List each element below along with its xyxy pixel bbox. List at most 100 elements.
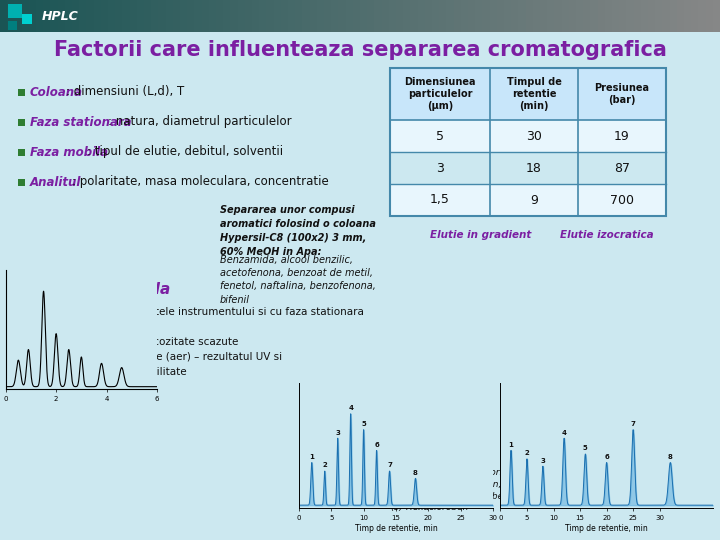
- Bar: [238, 0, 246, 32]
- Bar: [281, 0, 289, 32]
- Text: 9: 9: [530, 193, 538, 206]
- X-axis label: Timp de retentie, min: Timp de retentie, min: [355, 524, 437, 533]
- Bar: [130, 0, 138, 32]
- Bar: [390, 68, 666, 120]
- Bar: [8, 21, 17, 30]
- Bar: [389, 0, 397, 32]
- Bar: [439, 0, 447, 32]
- Bar: [288, 0, 296, 32]
- Bar: [180, 0, 188, 32]
- Bar: [230, 0, 238, 32]
- Bar: [173, 0, 181, 32]
- Bar: [367, 0, 375, 32]
- Bar: [29, 0, 37, 32]
- Text: 6: 6: [374, 442, 379, 448]
- Text: 2: 2: [323, 462, 327, 468]
- Bar: [390, 152, 666, 184]
- Bar: [590, 0, 598, 32]
- Bar: [94, 0, 102, 32]
- Bar: [144, 0, 152, 32]
- Text: HPLC: HPLC: [42, 10, 78, 23]
- Text: 1,5: 1,5: [430, 193, 450, 206]
- Bar: [403, 0, 411, 32]
- Text: 8: 8: [413, 470, 418, 476]
- Text: Faza mobila: Faza mobila: [69, 282, 171, 298]
- Bar: [533, 0, 541, 32]
- Text: 8: 8: [668, 454, 672, 460]
- Text: 7: 7: [631, 421, 636, 427]
- Bar: [18, 179, 25, 186]
- Bar: [245, 0, 253, 32]
- Bar: [101, 0, 109, 32]
- Bar: [713, 0, 720, 32]
- Text: : tipul de elutie, debitul, solventii: : tipul de elutie, debitul, solventii: [87, 145, 284, 159]
- Bar: [454, 0, 462, 32]
- Bar: [166, 0, 174, 32]
- Text: Coloana: Coloana: [30, 85, 83, 98]
- Bar: [576, 0, 584, 32]
- Bar: [259, 0, 267, 32]
- Bar: [310, 0, 318, 32]
- Text: 6: 6: [604, 454, 609, 460]
- Bar: [374, 0, 382, 32]
- Bar: [22, 14, 32, 24]
- Bar: [547, 0, 555, 32]
- Text: •   puritate avansata: • puritate avansata: [20, 322, 128, 332]
- Bar: [670, 0, 678, 32]
- Bar: [8, 4, 22, 18]
- Text: 19: 19: [614, 130, 630, 143]
- Bar: [569, 0, 577, 32]
- Bar: [223, 0, 231, 32]
- Bar: [22, 0, 30, 32]
- Text: 18: 18: [526, 161, 542, 174]
- Text: 30: 30: [526, 130, 542, 143]
- Bar: [360, 0, 368, 32]
- Text: : dimensiuni (L,d), T: : dimensiuni (L,d), T: [66, 85, 184, 98]
- Bar: [504, 0, 512, 32]
- Bar: [526, 0, 534, 32]
- Text: Presiunea
(bar): Presiunea (bar): [595, 83, 649, 105]
- Bar: [14, 0, 22, 32]
- Bar: [202, 0, 210, 32]
- Text: 7: 7: [387, 462, 392, 468]
- Text: 1: 1: [310, 454, 314, 460]
- Text: Faza stationara: Faza stationara: [30, 116, 132, 129]
- Bar: [274, 0, 282, 32]
- Bar: [562, 0, 570, 32]
- Text: probleme de compresibilitate: probleme de compresibilitate: [20, 367, 186, 377]
- Text: Factorii care influenteaza separarea cromatografica: Factorii care influenteaza separarea cro…: [53, 40, 667, 60]
- Text: •   compatibila cu elementele instrumentului si cu faza stationara: • compatibila cu elementele instrumentul…: [20, 307, 364, 317]
- Bar: [58, 0, 66, 32]
- Text: 5: 5: [361, 421, 366, 427]
- Text: 3: 3: [436, 161, 444, 174]
- Bar: [612, 0, 620, 32]
- Text: Separarea unor compusi
aromatici folosind o coloana
Hypersil-C8 (100x2) 3 mm,
60: Separarea unor compusi aromatici folosin…: [220, 205, 376, 257]
- Bar: [187, 0, 195, 32]
- Bar: [432, 0, 440, 32]
- Bar: [331, 0, 339, 32]
- Bar: [490, 0, 498, 32]
- Bar: [461, 0, 469, 32]
- Bar: [655, 0, 663, 32]
- Bar: [598, 0, 606, 32]
- Bar: [86, 0, 94, 32]
- Bar: [209, 0, 217, 32]
- Bar: [396, 0, 404, 32]
- Bar: [475, 0, 483, 32]
- Bar: [324, 0, 332, 32]
- Text: : natura, diametrul particulelor: : natura, diametrul particulelor: [108, 116, 292, 129]
- Bar: [583, 0, 591, 32]
- Text: Faza mobila: Faza mobila: [30, 145, 108, 159]
- Bar: [425, 0, 433, 32]
- Bar: [72, 0, 80, 32]
- Bar: [353, 0, 361, 32]
- Bar: [137, 0, 145, 32]
- Bar: [7, 0, 15, 32]
- Text: 2: 2: [525, 450, 529, 456]
- Bar: [641, 0, 649, 32]
- Text: : polaritate, masa moleculara, concentratie: : polaritate, masa moleculara, concentra…: [71, 176, 328, 188]
- Bar: [0, 0, 8, 32]
- Bar: [662, 0, 670, 32]
- Text: 87: 87: [614, 161, 630, 174]
- Bar: [390, 68, 666, 216]
